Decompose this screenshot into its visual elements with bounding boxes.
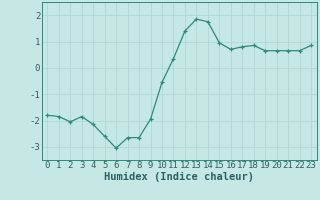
X-axis label: Humidex (Indice chaleur): Humidex (Indice chaleur) [104,172,254,182]
